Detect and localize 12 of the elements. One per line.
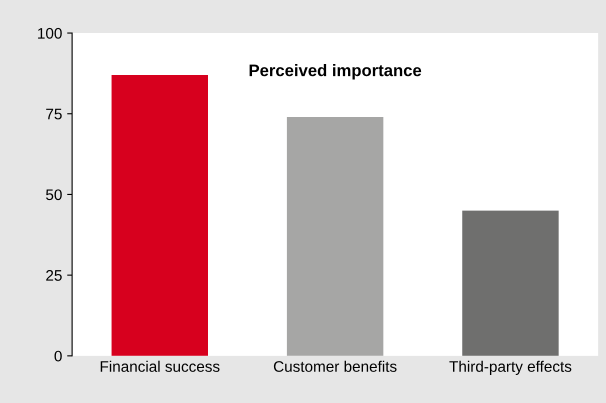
x-tick-label: Third-party effects	[449, 360, 572, 375]
text: Perceived importance	[250, 64, 422, 80]
x-tick-label: Financial success	[100, 360, 220, 372]
bar	[286, 116, 384, 356]
y-tick-label: 100	[38, 28, 62, 39]
y-tick-label: 25	[46, 270, 62, 281]
x-tick-label: Customer benefits	[274, 360, 397, 372]
y-tick-label: 0	[54, 350, 62, 362]
y-tick-label: 75	[46, 108, 62, 120]
y-tick-label: 50	[46, 189, 62, 200]
bar	[462, 210, 559, 356]
bar	[112, 75, 208, 356]
